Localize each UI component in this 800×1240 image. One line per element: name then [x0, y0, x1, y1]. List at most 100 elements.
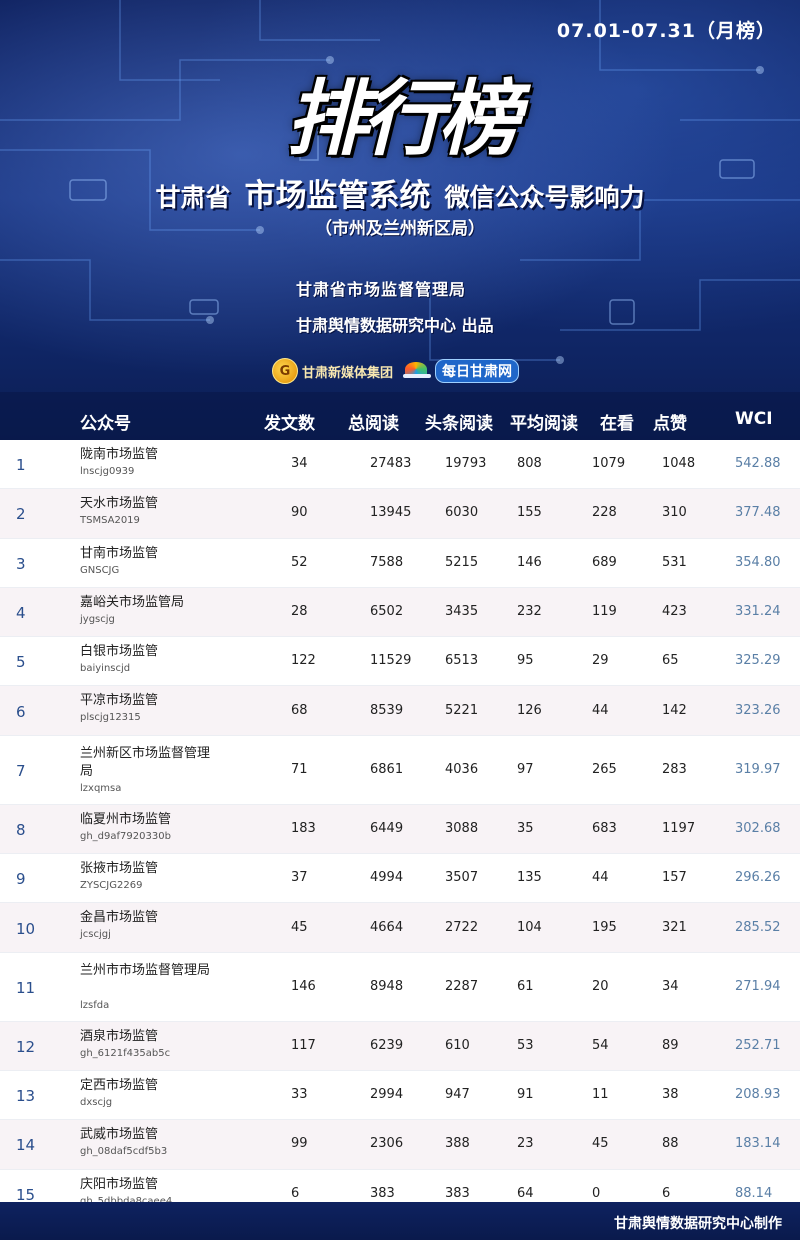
- avg-reads-cell: 95: [517, 653, 534, 669]
- headline-reads-cell: 4036: [445, 761, 479, 777]
- col-account: 公众号: [80, 414, 131, 434]
- watching-cell: 119: [592, 604, 617, 620]
- posts-cell: 146: [291, 978, 316, 994]
- likes-cell: 531: [662, 554, 687, 570]
- account-name: 临夏州市场监管: [80, 811, 172, 827]
- account-id: baiyinscjd: [80, 663, 131, 675]
- account-id: GNSCJG: [80, 564, 120, 576]
- subtitle: 甘肃省 市场监管系统 微信公众号影响力: [0, 170, 800, 215]
- logo-gansu-new-media: G 甘肃新媒体集团: [272, 358, 393, 384]
- wci-cell: 377.48: [735, 505, 781, 521]
- subtitle-system: 市场监管系统: [244, 178, 431, 214]
- rank-number: 2: [16, 505, 26, 524]
- likes-cell: 310: [662, 505, 687, 521]
- subtitle-scope: （市州及兰州新区局）: [315, 219, 485, 239]
- likes-cell: 34: [662, 978, 679, 994]
- wci-cell: 325.29: [735, 653, 781, 669]
- total-reads-cell: 4664: [370, 919, 404, 935]
- posts-cell: 68: [291, 702, 308, 718]
- rank-number: 12: [16, 1037, 36, 1056]
- headline-reads-cell: 3435: [445, 604, 479, 620]
- posts-cell: 122: [291, 653, 316, 669]
- organizer: 甘肃省市场监督管理局: [296, 280, 467, 299]
- wci-cell: 331.24: [735, 604, 781, 620]
- avg-reads-cell: 35: [517, 820, 534, 836]
- watching-cell: 44: [592, 702, 609, 718]
- account-id: jcscjgj: [80, 929, 111, 941]
- avg-reads-cell: 135: [517, 870, 542, 886]
- wci-cell: 296.26: [735, 870, 781, 886]
- account-name: 陇南市场监管: [80, 447, 159, 462]
- headline-reads-cell: 383: [445, 1185, 470, 1201]
- logo-gansu-new-media-text: 甘肃新媒体集团: [302, 365, 394, 381]
- headline-reads-cell: 6030: [445, 505, 479, 521]
- posts-cell: 52: [291, 554, 308, 570]
- total-reads-cell: 7588: [370, 554, 404, 570]
- wci-cell: 354.80: [735, 554, 781, 570]
- avg-reads-cell: 61: [517, 978, 534, 994]
- rank-number: 13: [16, 1087, 36, 1106]
- wci-cell: 208.93: [735, 1087, 781, 1103]
- account-name: 嘉峪关市场监管局: [80, 594, 185, 610]
- posts-cell: 6: [291, 1185, 300, 1201]
- headline-reads-cell: 2287: [445, 978, 479, 994]
- headline-reads-cell: 3088: [445, 820, 479, 836]
- headline-reads-cell: 19793: [445, 456, 487, 472]
- account-id: lnscjg0939: [80, 466, 135, 477]
- table-row: 9 37 4994 3507 135 44 157 296.26 张掖市场监管 ZYSCJG226…: [0, 854, 800, 904]
- wci-cell: 319.97: [735, 761, 781, 777]
- col-wci: WCI: [735, 409, 773, 429]
- account-id: jygscjg: [80, 613, 115, 625]
- posts-cell: 45: [291, 919, 308, 935]
- account-id: lzsfda: [80, 999, 110, 1011]
- likes-cell: 321: [662, 919, 687, 935]
- headline-reads-cell: 3507: [445, 870, 479, 886]
- avg-reads-cell: 146: [517, 554, 542, 570]
- posts-cell: 183: [291, 820, 316, 836]
- account-name: 酒泉市场监管: [80, 1028, 159, 1044]
- likes-cell: 88: [662, 1136, 679, 1152]
- avg-reads-cell: 232: [517, 604, 542, 620]
- watching-cell: 44: [592, 870, 609, 886]
- rank-number: 9: [16, 870, 26, 889]
- account-id: lzxqmsa: [80, 782, 122, 794]
- rank-number: 6: [16, 702, 26, 721]
- main-title: 排行榜: [286, 71, 520, 167]
- account-name: 兰州市市场监督管理局: [80, 962, 211, 978]
- rank-number: 3: [16, 554, 26, 573]
- avg-reads-cell: 53: [517, 1037, 534, 1053]
- rank-number: 11: [16, 978, 36, 997]
- avg-reads-cell: 91: [517, 1087, 534, 1103]
- col-posts: 发文数: [264, 414, 315, 434]
- producer: 甘肃舆情数据研究中心 出品: [296, 316, 494, 335]
- watching-cell: 265: [592, 761, 617, 777]
- likes-cell: 89: [662, 1037, 679, 1053]
- headline-reads-cell: 5215: [445, 554, 479, 570]
- watching-cell: 195: [592, 919, 617, 935]
- col-headline-reads: 头条阅读: [425, 414, 493, 434]
- col-likes: 点赞: [653, 414, 687, 434]
- total-reads-cell: 6449: [370, 820, 404, 836]
- rank-number: 1: [16, 456, 26, 475]
- account-name: 庆阳市场监管: [80, 1176, 159, 1192]
- avg-reads-cell: 64: [517, 1185, 534, 1201]
- posts-cell: 117: [291, 1037, 316, 1053]
- account-name: 武威市场监管: [80, 1127, 159, 1143]
- account-id: ZYSCJG2269: [80, 880, 143, 892]
- rank-number: 10: [16, 919, 36, 938]
- account-name: 兰州新区市场监督管理局: [80, 745, 211, 779]
- table-row: 2 90 13945 6030 155 228 310 377.48 天水市场监管 TSMSA20…: [0, 489, 800, 539]
- table-row: 1 34 27483 19793 808 1079 1048 542.88 陇南市场监管 lnsc…: [0, 440, 800, 490]
- wci-cell: 323.26: [735, 702, 781, 718]
- rank-number: 8: [16, 820, 26, 839]
- account-id: plscjg12315: [80, 712, 141, 724]
- headline-reads-cell: 388: [445, 1136, 470, 1152]
- partner-logos: G 甘肃新媒体集团 每日甘肃网: [272, 354, 520, 388]
- wci-cell: 542.88: [735, 456, 781, 472]
- account-id: dxscjg: [80, 1096, 113, 1108]
- watching-cell: 1079: [592, 456, 626, 472]
- total-reads-cell: 2994: [370, 1087, 404, 1103]
- wci-cell: 252.71: [735, 1037, 781, 1053]
- subtitle-topic: 微信公众号影响力: [444, 183, 645, 212]
